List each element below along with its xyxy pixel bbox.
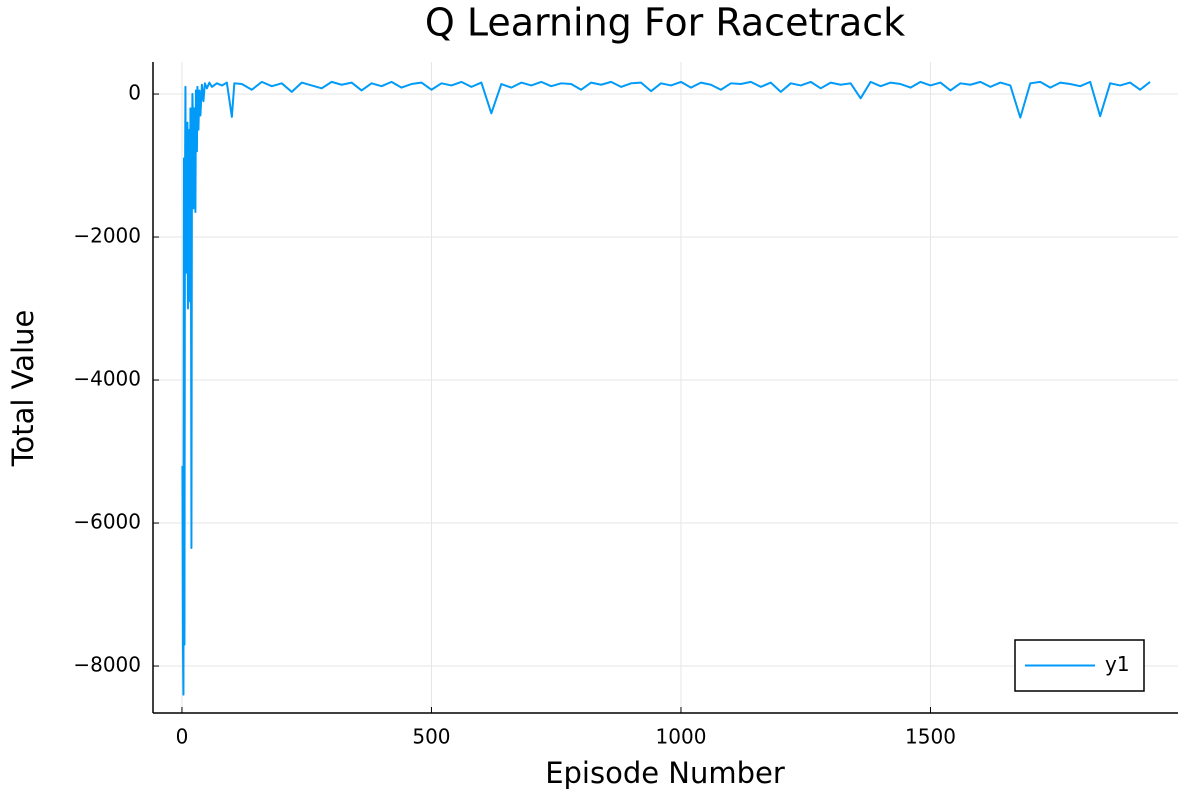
y-axis-label: Total Value [6,310,40,468]
y-tick-label: −6000 [73,510,141,534]
y-tick-label: −2000 [73,224,141,248]
line-series [181,80,1151,696]
x-tick-label: 500 [412,725,450,749]
chart-title: Q Learning For Racetrack [425,1,905,45]
legend-label: y1 [1105,652,1130,676]
y-tick-label: 0 [128,81,141,105]
x-tick-label: 0 [176,725,189,749]
x-tick-label: 1500 [905,725,956,749]
y-tick-label: −4000 [73,367,141,391]
x-tick-label: 1000 [656,725,707,749]
x-axis-label: Episode Number [545,756,785,790]
y-tick-label: −8000 [73,653,141,677]
